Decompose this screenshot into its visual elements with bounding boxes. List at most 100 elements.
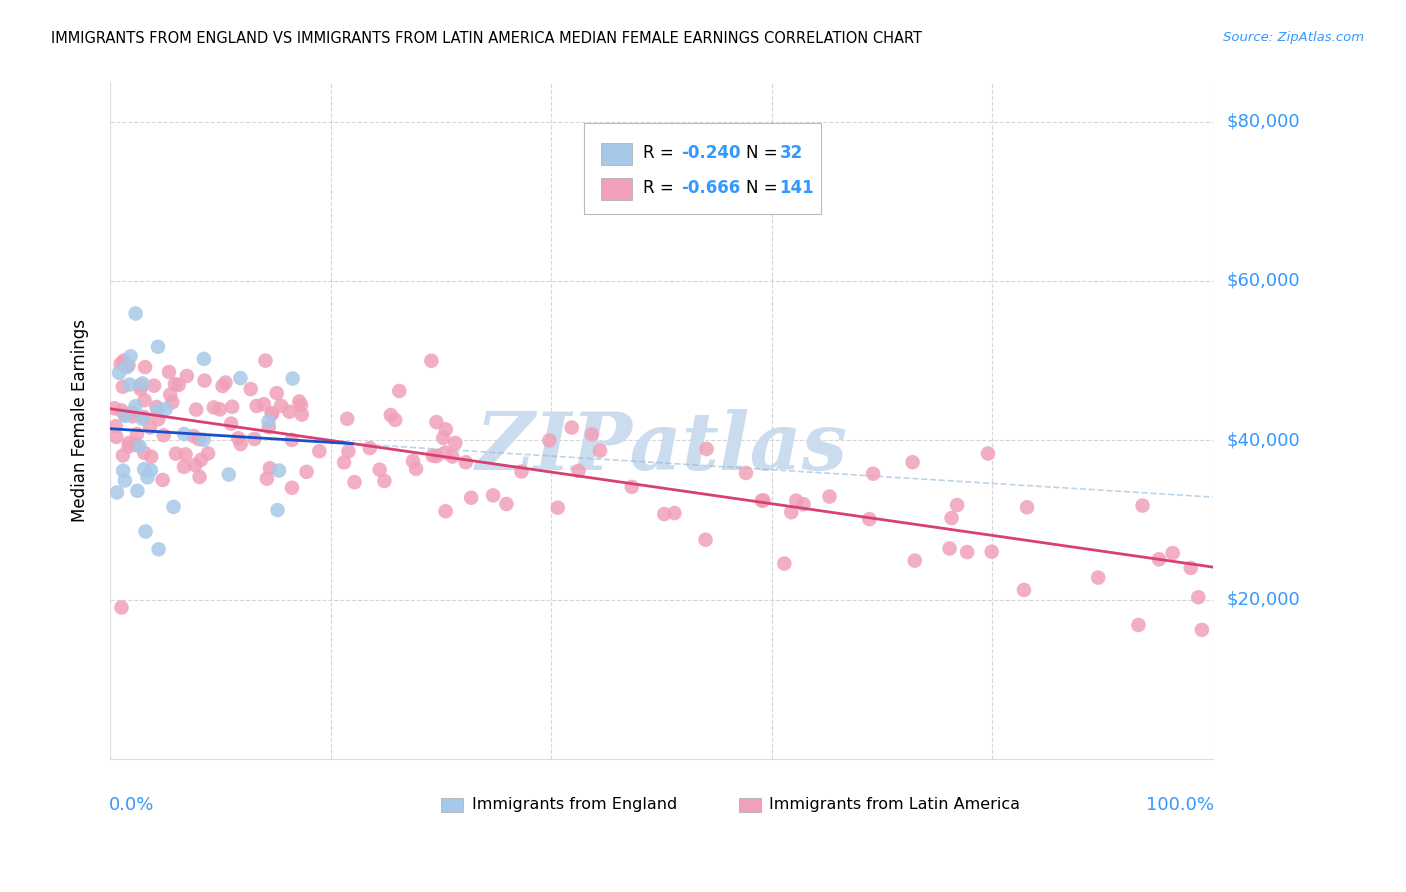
Point [132,409,155,424]
Point [862,467,884,481]
Point [146,340,169,354]
Point [121,406,143,420]
Point [333,455,356,469]
Point [751,493,773,508]
Point [129,382,152,396]
Point [193,374,215,388]
Text: 141: 141 [779,178,814,196]
Point [141,450,163,464]
FancyBboxPatch shape [738,798,761,812]
Text: 0.0%: 0.0% [110,796,155,814]
Point [211,379,233,393]
Point [373,474,395,488]
Point [253,397,276,411]
Point [111,449,134,463]
Point [257,420,280,434]
Point [124,306,146,320]
Text: Source: ZipAtlas.com: Source: ZipAtlas.com [1223,31,1364,45]
Text: Immigrants from England: Immigrants from England [472,797,678,813]
Point [187,432,209,446]
Point [735,466,758,480]
Point [384,413,406,427]
Text: 100.0%: 100.0% [1146,796,1213,814]
Point [343,475,366,490]
Point [652,507,675,521]
Point [495,497,517,511]
Point [148,542,170,557]
Point [184,458,207,472]
Point [134,360,156,375]
Point [131,411,153,425]
Point [337,444,360,458]
Point [567,464,589,478]
Point [785,493,807,508]
Point [112,353,135,368]
Point [134,393,156,408]
Point [165,447,187,461]
Point [128,439,150,453]
Point [157,365,180,379]
Point [454,455,477,469]
Point [190,452,212,467]
Point [980,545,1002,559]
Point [254,353,277,368]
Point [162,500,184,514]
Point [115,360,138,375]
Point [425,415,447,429]
Point [125,426,148,441]
Point [441,450,464,464]
Point [202,401,225,415]
Point [193,433,215,447]
Point [290,398,312,412]
Point [112,464,135,478]
Point [695,533,717,547]
Point [267,463,290,477]
Text: R =: R = [643,178,679,196]
Point [143,378,166,392]
Point [218,467,240,482]
Point [482,488,505,502]
Point [163,377,186,392]
Point [291,408,314,422]
Point [941,511,963,525]
Point [135,524,157,539]
Point [281,481,304,495]
Point [152,473,174,487]
Point [148,412,170,426]
Point [538,434,561,448]
Point [1132,499,1154,513]
Point [159,388,181,402]
Point [581,427,603,442]
Point [547,500,569,515]
Point [257,414,280,428]
Point [162,395,184,409]
Point [1015,500,1038,515]
Point [946,498,969,512]
Text: $60,000: $60,000 [1226,272,1299,290]
Point [793,497,815,511]
Point [125,438,148,452]
Point [139,463,162,477]
Point [938,541,960,556]
Point [1087,571,1109,585]
Point [117,359,139,373]
Point [114,409,136,423]
Text: 32: 32 [779,144,803,162]
Point [229,437,252,451]
Text: Immigrants from Latin America: Immigrants from Latin America [769,797,1021,813]
FancyBboxPatch shape [585,122,821,214]
Point [226,431,249,445]
Point [108,366,131,380]
Point [186,402,208,417]
Point [120,349,142,363]
Point [266,503,288,517]
Point [118,436,141,450]
Point [405,462,427,476]
Point [1191,623,1213,637]
Point [214,376,236,390]
Point [110,357,132,371]
Point [103,401,125,416]
Point [174,447,197,461]
Point [118,377,141,392]
Point [664,506,686,520]
